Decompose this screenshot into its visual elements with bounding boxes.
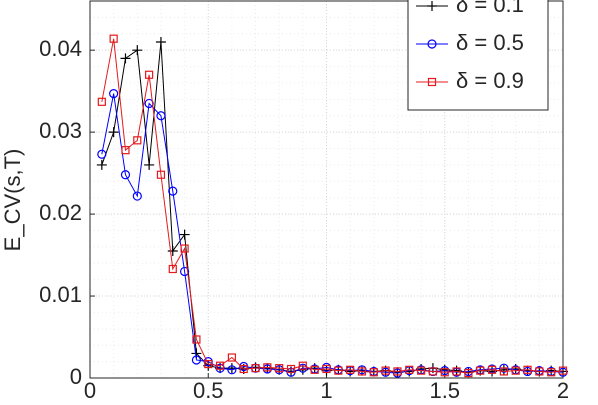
marker — [168, 264, 177, 274]
marker — [191, 355, 202, 365]
marker — [286, 364, 296, 374]
marker — [108, 127, 119, 138]
marker — [168, 186, 178, 196]
marker — [464, 368, 473, 378]
marker — [346, 365, 355, 374]
y-tick-label: 0 — [70, 364, 82, 389]
marker — [535, 367, 544, 376]
marker — [156, 111, 166, 121]
marker — [96, 159, 107, 170]
marker — [192, 335, 201, 344]
marker — [109, 34, 118, 43]
marker — [121, 146, 130, 155]
marker — [381, 366, 390, 375]
marker — [145, 70, 154, 79]
marker — [452, 367, 461, 376]
marker — [132, 45, 143, 56]
y-tick-label: 0.01 — [39, 282, 82, 307]
marker — [487, 365, 497, 374]
legend-box — [407, 0, 549, 111]
marker — [357, 367, 367, 376]
marker — [334, 366, 343, 375]
marker — [405, 365, 414, 374]
marker — [132, 191, 142, 201]
marker — [275, 364, 284, 373]
marker — [133, 136, 142, 145]
y-tick-label: 0.04 — [39, 36, 82, 61]
marker — [417, 366, 426, 375]
marker — [97, 149, 107, 159]
marker — [156, 170, 166, 179]
marker — [180, 244, 189, 253]
marker — [310, 365, 319, 374]
marker — [393, 367, 402, 376]
series-line — [101, 93, 564, 374]
marker — [179, 229, 190, 240]
plot-frame — [89, 0, 564, 379]
x-tick-label: 1.5 — [429, 378, 460, 403]
marker — [227, 353, 236, 362]
legend-marker — [427, 39, 437, 49]
marker — [428, 367, 438, 376]
marker — [239, 364, 248, 374]
marker — [120, 170, 131, 180]
x-tick-label: 2 — [557, 378, 569, 403]
marker — [369, 368, 378, 377]
legend-label: δ = 0.5 — [456, 30, 524, 55]
marker — [558, 366, 568, 375]
marker — [523, 365, 532, 374]
marker — [109, 89, 119, 99]
x-tick-label: 1 — [320, 378, 332, 403]
marker — [120, 53, 131, 64]
x-tick-label: 0 — [84, 378, 96, 403]
marker — [215, 361, 225, 370]
legend-label: δ = 0.1 — [456, 0, 524, 17]
y-tick-label: 0.03 — [39, 118, 82, 143]
marker — [97, 97, 106, 106]
marker — [167, 245, 178, 256]
x-tick-label: 0.5 — [193, 378, 224, 403]
marker — [547, 368, 556, 377]
marker — [180, 266, 190, 277]
marker — [476, 366, 485, 375]
legend-marker — [427, 77, 437, 87]
marker — [204, 359, 213, 369]
marker — [322, 364, 331, 374]
legend-label: δ = 0.9 — [456, 68, 524, 93]
marker — [499, 367, 508, 376]
marker — [251, 364, 260, 373]
marker — [298, 361, 307, 370]
legend-marker — [427, 1, 437, 11]
y-tick-label: 0.02 — [39, 200, 82, 225]
marker — [155, 36, 166, 47]
series-line — [101, 38, 564, 374]
marker — [440, 368, 449, 377]
marker — [511, 366, 520, 375]
marker — [144, 159, 155, 170]
marker — [144, 98, 154, 109]
y-axis-label: E_CV(s,T) — [0, 149, 25, 252]
marker — [227, 365, 237, 375]
marker — [263, 363, 272, 372]
